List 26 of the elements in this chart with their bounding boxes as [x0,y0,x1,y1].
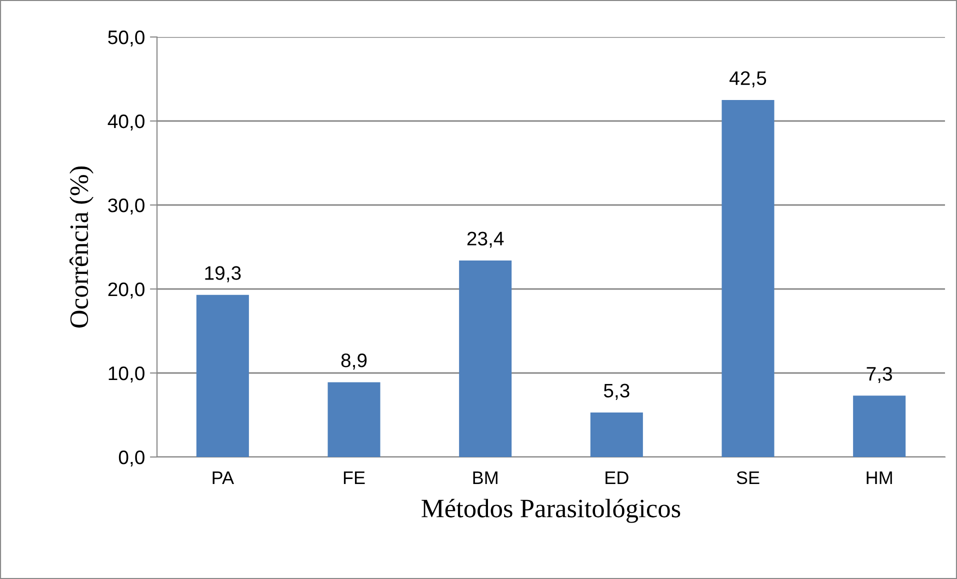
bar [590,412,643,457]
y-axis-title: Ocorrência (%) [69,166,94,328]
x-tick-label: HM [866,472,892,484]
x-axis-title: Métodos Parasitológicos [422,498,680,523]
bar [853,396,906,457]
x-tick-label: FE [344,472,365,484]
y-tick-label: 30,0 [108,198,144,215]
y-tick-label: 40,0 [108,114,144,131]
bar [196,294,249,457]
y-tick-label: 0,0 [118,450,144,467]
y-tick-label: 10,0 [108,366,144,383]
x-tick-label: PA [212,472,234,484]
data-label: 8,9 [341,354,367,370]
x-tick-label: SE [736,471,760,484]
bar [722,100,774,457]
data-label: 19,3 [205,266,241,282]
data-label: 5,3 [604,384,630,400]
bar [459,260,512,457]
y-tick-label: 20,0 [108,282,144,299]
x-tick-label: BM [473,472,498,484]
data-label: 42,5 [730,71,766,88]
data-label: 23,4 [467,232,504,248]
x-tick-label: ED [606,472,628,484]
y-tick-label: 50,0 [108,30,144,47]
data-label: 7,3 [866,366,892,384]
bar [328,382,380,457]
